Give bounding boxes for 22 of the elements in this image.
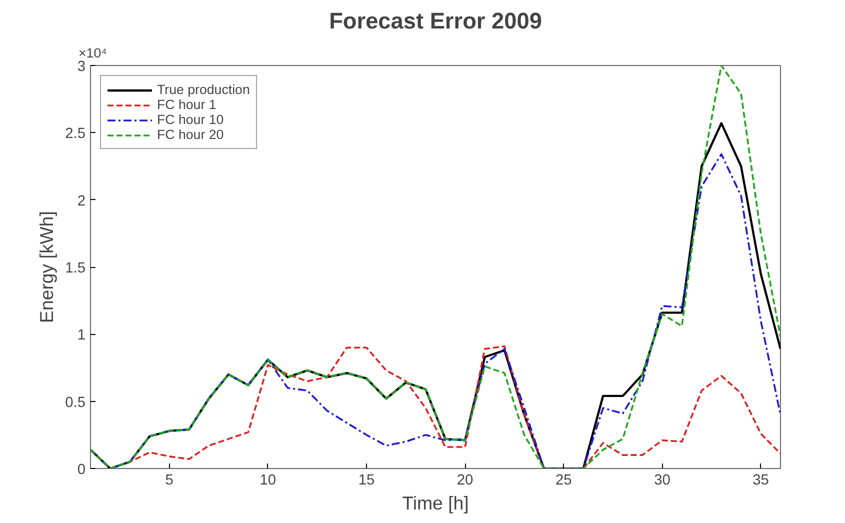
y-tick-label: 0 [77,462,86,478]
x-tick-label: 20 [456,472,474,488]
x-tick-label: 30 [654,472,670,488]
legend-label: FC hour 1 [157,97,216,112]
legend-label: FC hour 20 [157,127,224,142]
x-tick-label: 25 [555,472,572,488]
text: ×10⁴ [78,46,108,60]
y-tick-label: 2 [77,193,86,210]
x-axis-title: Time [h] [402,492,469,514]
x-tick-label: 5 [165,472,174,488]
y-tick-label: 1 [77,328,86,344]
y-tick-label: 1.5 [65,260,86,276]
legend-label: True production [157,82,250,97]
x-tick-label: 15 [358,472,375,488]
x-tick-label: 10 [260,472,276,488]
y-tick-label: 0.5 [65,394,86,411]
chart-title: Forecast Error 2009 [329,8,542,34]
legend-label: FC hour 10 [157,112,224,127]
y-tick-label: 3 [77,59,86,75]
y-tick-label: 2.5 [65,126,86,142]
y-axis-title: Energy [kWh] [36,211,58,323]
x-tick-label: 35 [752,472,769,488]
